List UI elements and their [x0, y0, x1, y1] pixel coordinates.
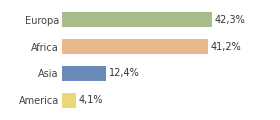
Bar: [62, 66, 106, 81]
Bar: [62, 39, 208, 54]
Bar: [62, 12, 212, 27]
Text: 4,1%: 4,1%: [79, 95, 104, 105]
Bar: [62, 93, 76, 108]
Text: 12,4%: 12,4%: [109, 68, 139, 78]
Text: 41,2%: 41,2%: [211, 42, 242, 52]
Text: 42,3%: 42,3%: [215, 15, 246, 25]
